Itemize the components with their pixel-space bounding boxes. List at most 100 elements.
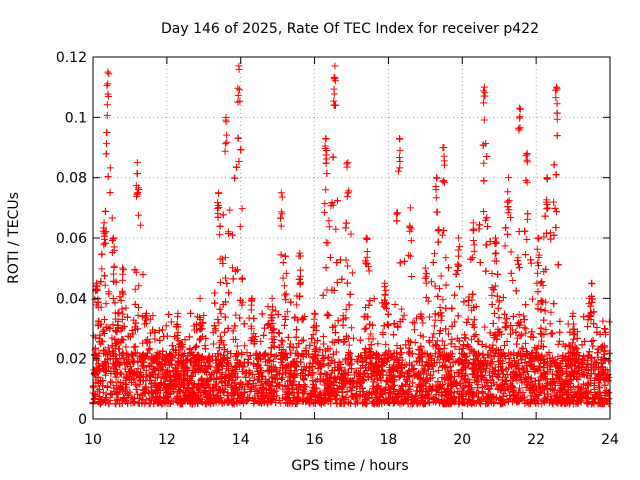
data-point: [430, 322, 438, 330]
data-point: [451, 318, 459, 326]
data-point: [135, 211, 143, 219]
data-point: [437, 316, 445, 324]
data-point: [344, 262, 352, 270]
data-point: [518, 379, 526, 387]
data-point: [605, 318, 613, 326]
data-point: [405, 349, 413, 357]
data-point: [495, 296, 503, 304]
data-point: [167, 318, 175, 326]
data-point: [319, 333, 327, 341]
data-point: [431, 316, 439, 324]
data-point: [162, 322, 170, 330]
data-point: [146, 315, 154, 323]
data-point: [128, 393, 136, 401]
data-point: [365, 267, 373, 275]
data-point: [520, 324, 528, 332]
data-point: [447, 367, 455, 375]
data-point: [486, 371, 494, 379]
data-point: [325, 217, 333, 225]
data-point: [134, 311, 142, 319]
data-point: [309, 331, 317, 339]
data-point: [209, 328, 217, 336]
data-point: [434, 366, 442, 374]
data-point: [529, 295, 537, 303]
data-point: [481, 323, 489, 331]
data-point: [385, 363, 393, 371]
data-point: [369, 335, 377, 343]
data-point: [264, 400, 272, 408]
data-point: [211, 325, 219, 333]
data-point: [426, 351, 434, 359]
data-point: [462, 334, 470, 342]
data-point: [137, 391, 145, 399]
data-point: [101, 281, 109, 289]
data-point: [236, 223, 244, 231]
data-point: [253, 360, 261, 368]
data-point: [253, 364, 261, 372]
data-point: [439, 231, 447, 239]
data-point: [411, 339, 419, 347]
data-point: [103, 111, 111, 119]
data-point: [293, 301, 301, 309]
data-point: [554, 353, 562, 361]
data-point: [494, 371, 502, 379]
data-point: [393, 210, 401, 218]
data-point: [442, 254, 450, 262]
data-point: [299, 336, 307, 344]
data-point: [265, 357, 273, 365]
data-point: [522, 384, 530, 392]
data-point: [215, 319, 223, 327]
data-point: [419, 333, 427, 341]
data-point: [493, 381, 501, 389]
data-point: [405, 251, 413, 259]
data-point: [361, 325, 369, 333]
data-point: [137, 221, 145, 229]
data-point: [370, 295, 378, 303]
data-point: [238, 350, 246, 358]
data-point: [216, 231, 224, 239]
data-point: [135, 381, 143, 389]
data-point: [321, 200, 329, 208]
data-point: [599, 317, 607, 325]
data-point: [102, 300, 110, 308]
data-point: [320, 208, 328, 216]
data-point: [135, 282, 143, 290]
data-point: [348, 324, 356, 332]
data-point: [279, 274, 287, 282]
data-points: [89, 62, 613, 408]
data-point: [285, 377, 293, 385]
data-point: [546, 320, 554, 328]
data-point: [149, 312, 157, 320]
data-point: [286, 340, 294, 348]
data-point: [218, 369, 226, 377]
data-point: [250, 374, 258, 382]
data-point: [419, 319, 427, 327]
data-point: [336, 376, 344, 384]
data-point: [542, 326, 550, 334]
data-point: [238, 301, 246, 309]
data-point: [455, 345, 463, 353]
data-point: [322, 186, 330, 194]
data-point: [409, 318, 417, 326]
data-point: [279, 346, 287, 354]
data-point: [488, 291, 496, 299]
data-point: [280, 282, 288, 290]
data-point: [527, 259, 535, 267]
data-point: [398, 305, 406, 313]
data-point: [393, 342, 401, 350]
data-point: [108, 379, 116, 387]
data-point: [108, 214, 116, 222]
data-point: [293, 343, 301, 351]
data-point: [269, 358, 277, 366]
data-point: [200, 311, 208, 319]
data-point: [131, 285, 139, 293]
data-point: [252, 349, 260, 357]
data-point: [104, 344, 112, 352]
data-point: [509, 276, 517, 284]
data-point: [138, 312, 146, 320]
data-point: [480, 159, 488, 167]
data-point: [520, 312, 528, 320]
data-point: [250, 330, 258, 338]
data-point: [350, 334, 358, 342]
data-point: [282, 269, 290, 277]
